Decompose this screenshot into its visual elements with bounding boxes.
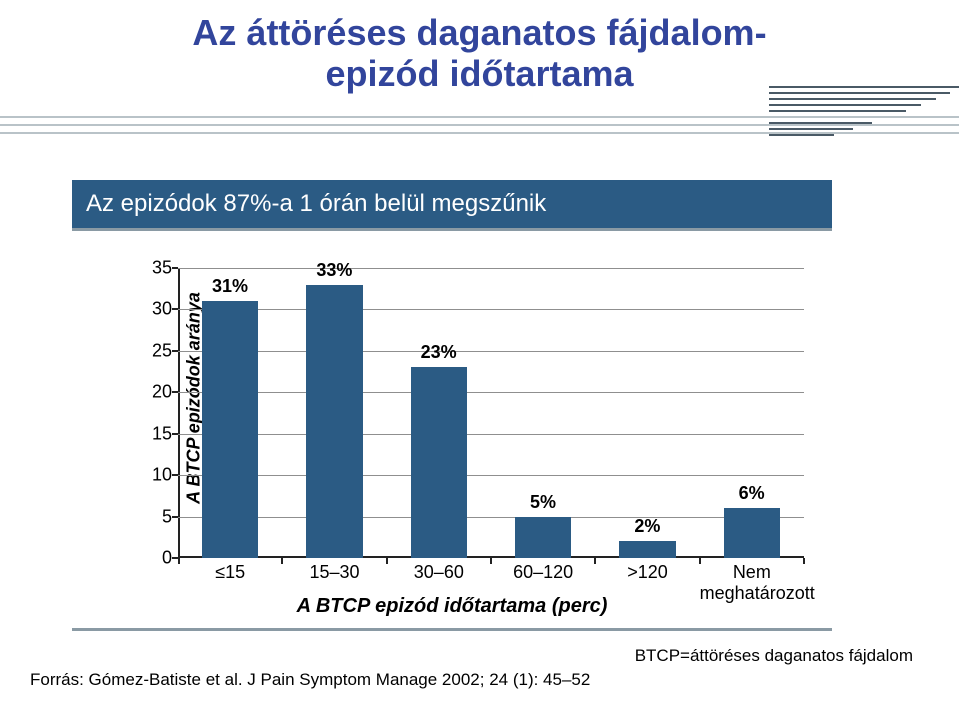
ytick-label: 30 xyxy=(132,299,172,320)
bar-value-label: 5% xyxy=(491,492,595,513)
ytick-label: 10 xyxy=(132,465,172,486)
ytick-label: 15 xyxy=(132,423,172,444)
title-wrap: Az áttöréses daganatos fájdalom-epizód i… xyxy=(0,12,959,95)
footer-abbrev: BTCP=áttöréses daganatos fájdalom xyxy=(635,646,913,666)
bar-value-label: 23% xyxy=(387,342,491,363)
bar xyxy=(306,285,362,558)
bar xyxy=(619,541,675,558)
chart-xlabel: A BTCP epizód időtartama (perc) xyxy=(72,595,832,618)
bars-container: 31%33%23%5%2%6% xyxy=(178,268,804,558)
bar-value-label: 2% xyxy=(595,516,699,537)
bar-value-label: 33% xyxy=(282,260,386,281)
bar xyxy=(515,517,571,558)
x-category-label: ≤15 xyxy=(178,562,282,583)
ytick-label: 20 xyxy=(132,382,172,403)
chart-plot: 05101520253035 31%33%23%5%2%6% ≤1515–303… xyxy=(178,268,804,558)
subtitle-bar: Az epizódok 87%-a 1 órán belül megszűnik xyxy=(72,180,832,228)
bar-value-label: 6% xyxy=(700,483,804,504)
bar xyxy=(724,508,780,558)
slide-title: Az áttöréses daganatos fájdalom-epizód i… xyxy=(0,12,959,95)
x-category-label: 15–30 xyxy=(282,562,386,583)
footer-source: Forrás: Gómez-Batiste et al. J Pain Symp… xyxy=(30,670,590,690)
x-category-label: 60–120 xyxy=(491,562,595,583)
slide-root: Az áttöréses daganatos fájdalom-epizód i… xyxy=(0,0,959,708)
chart-frame: A BTCP epizódok aránya 05101520253035 31… xyxy=(72,248,832,628)
subtitle-text: Az epizódok 87%-a 1 órán belül megszűnik xyxy=(86,190,546,217)
ytick-label: 35 xyxy=(132,258,172,279)
x-category-label: 30–60 xyxy=(387,562,491,583)
x-category-label: >120 xyxy=(595,562,699,583)
ytick-label: 0 xyxy=(132,548,172,569)
bar-value-label: 31% xyxy=(178,276,282,297)
bar xyxy=(411,367,467,558)
ytick-label: 5 xyxy=(132,506,172,527)
bar xyxy=(202,301,258,558)
ytick-label: 25 xyxy=(132,340,172,361)
decor-title-underline xyxy=(0,116,959,146)
